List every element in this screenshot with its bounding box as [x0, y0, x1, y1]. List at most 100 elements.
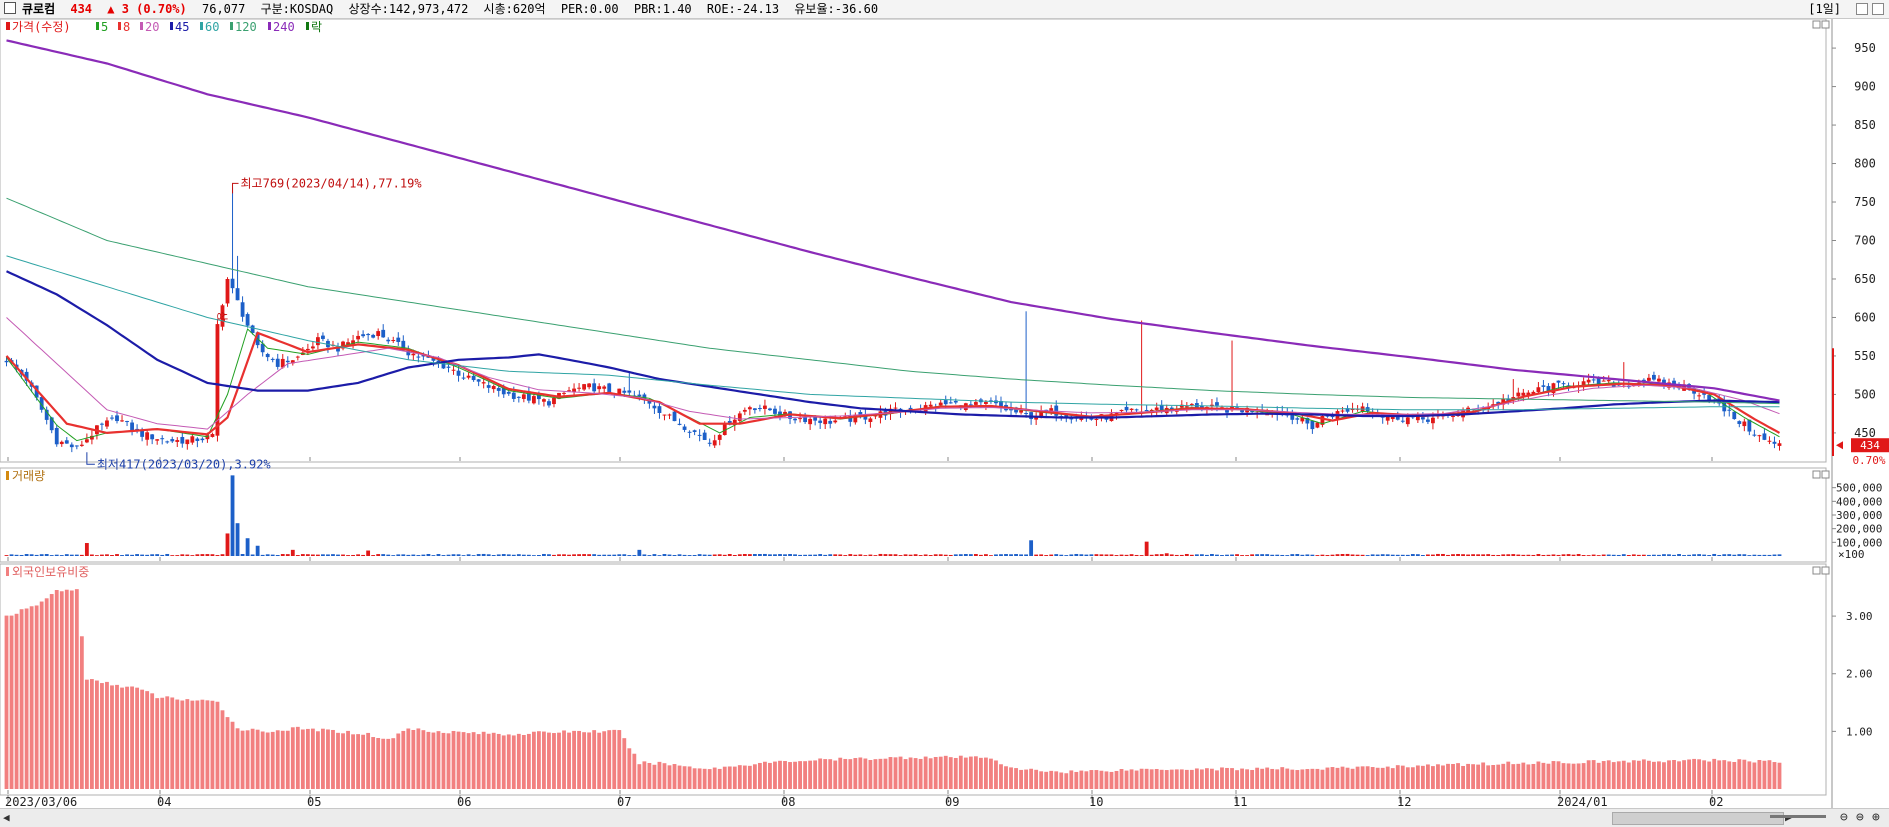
foreign-bar [923, 756, 928, 789]
foreign-bar [853, 758, 858, 789]
candle-body [687, 431, 692, 433]
candle-body [476, 379, 481, 382]
volume-bar [707, 554, 712, 556]
foreign-bar [160, 697, 165, 789]
panel-close-icon[interactable] [1821, 20, 1830, 29]
stock-chart[interactable]: 2023/03/06 04 05 06 07 08 09 10 11 12 2024/01 02450… [0, 19, 1889, 808]
foreign-bar [79, 636, 84, 789]
candle-body [265, 353, 270, 358]
foreign-bar [436, 731, 441, 789]
foreign-bar [788, 762, 792, 789]
volume-bar [778, 554, 782, 556]
scroll-thumb[interactable] [1612, 812, 1784, 825]
foreign-bar [1456, 763, 1460, 789]
candle-body [1290, 414, 1295, 420]
panel-minimize-icon[interactable] [1812, 20, 1821, 29]
volume-bar [456, 554, 461, 556]
candle-body [84, 439, 89, 443]
panel-close-icon[interactable] [1821, 470, 1830, 479]
volume-bar [1059, 554, 1064, 556]
volume-bar [828, 554, 833, 556]
candle-body [1697, 395, 1702, 397]
header-checkbox[interactable] [4, 2, 16, 14]
candle-body [486, 385, 491, 388]
volume-bar [1481, 554, 1486, 556]
volume-bar [275, 555, 280, 556]
candle-body [1606, 380, 1611, 382]
foreign-bar [1596, 762, 1601, 789]
volume-bar [1029, 540, 1034, 556]
foreign-bar [582, 732, 587, 789]
ma-line-240 [6, 39, 1780, 402]
candle-body [692, 430, 697, 432]
volume-bar [1084, 554, 1089, 556]
foreign-bar [742, 765, 747, 789]
foreign-bar [145, 691, 150, 789]
candle-body [773, 408, 777, 414]
zoom-reset-icon[interactable]: ⊜ [1856, 810, 1864, 825]
foreign-bar [361, 734, 366, 789]
volume-bar [411, 554, 416, 556]
zoom-out-icon[interactable]: ⊖ [1840, 810, 1848, 825]
legend-ma-marker [170, 22, 173, 30]
foreign-bar [165, 696, 170, 789]
foreign-bar [1194, 768, 1199, 789]
minimize-icon[interactable] [1856, 3, 1868, 15]
foreign-bar [285, 730, 290, 789]
foreign-bar [1159, 769, 1164, 789]
foreign-bar [1235, 770, 1239, 789]
foreign-bar [1345, 767, 1350, 789]
foreign-bar [200, 699, 205, 789]
foreign-bar [1340, 766, 1345, 789]
volume-bar [602, 554, 607, 556]
maximize-icon[interactable] [1872, 3, 1884, 15]
x-tick-label: 10 [1089, 795, 1103, 808]
candle-body [336, 346, 340, 352]
panel-minimize-icon[interactable] [1812, 566, 1821, 575]
volume-bar [999, 554, 1003, 556]
foreign-bar [1390, 768, 1395, 789]
foreign-bar [371, 737, 376, 789]
volume-bar [74, 554, 79, 556]
candle-body [1049, 408, 1054, 411]
candle-body [1732, 411, 1737, 420]
panel-close-icon[interactable] [1821, 566, 1830, 575]
foreign-bar [773, 761, 777, 789]
candle-body [1772, 441, 1777, 444]
candle-body [461, 377, 466, 379]
candle-body [1134, 409, 1139, 411]
price-y-tick-label: 850 [1854, 118, 1876, 132]
scroll-left-icon[interactable]: ◀ [3, 811, 10, 824]
panel-minimize-icon[interactable] [1812, 470, 1821, 479]
volume-bar [1431, 554, 1435, 556]
volume-bar [1420, 555, 1425, 556]
candle-body [506, 391, 511, 394]
period-selector[interactable]: [1일] [1808, 2, 1841, 16]
foreign-bar [828, 759, 833, 789]
foreign-bar [1355, 766, 1360, 789]
volume-bar [280, 554, 285, 556]
volume-bar [1184, 553, 1189, 556]
zoom-in-icon[interactable]: ⊕ [1872, 810, 1880, 825]
foreign-bar [918, 758, 923, 789]
limit-up-mark: 상 [215, 311, 228, 321]
zoom-slider[interactable] [1770, 815, 1826, 818]
candle-body [170, 439, 175, 442]
foreign-bar [1350, 768, 1355, 789]
foreign-bar [1014, 768, 1018, 789]
volume-bar [1601, 554, 1606, 556]
foreign-bar [1501, 763, 1506, 789]
volume-bar [426, 553, 431, 556]
volume-bar [1591, 554, 1596, 556]
foreign-bar [240, 730, 245, 789]
x-tick-label: 02 [1709, 795, 1723, 808]
foreign-bar [451, 730, 456, 789]
candle-body [366, 334, 371, 336]
volume-bar [627, 555, 632, 556]
horizontal-scrollbar[interactable]: ◀ ▶ ⊖ ⊜ ⊕ [0, 808, 1889, 827]
volume-bar [953, 554, 958, 556]
volume-bar [1471, 554, 1476, 556]
price-change: ▲ 3 (0.70%) [107, 2, 187, 16]
volume-bar [928, 555, 933, 556]
foreign-bar [1129, 769, 1134, 789]
